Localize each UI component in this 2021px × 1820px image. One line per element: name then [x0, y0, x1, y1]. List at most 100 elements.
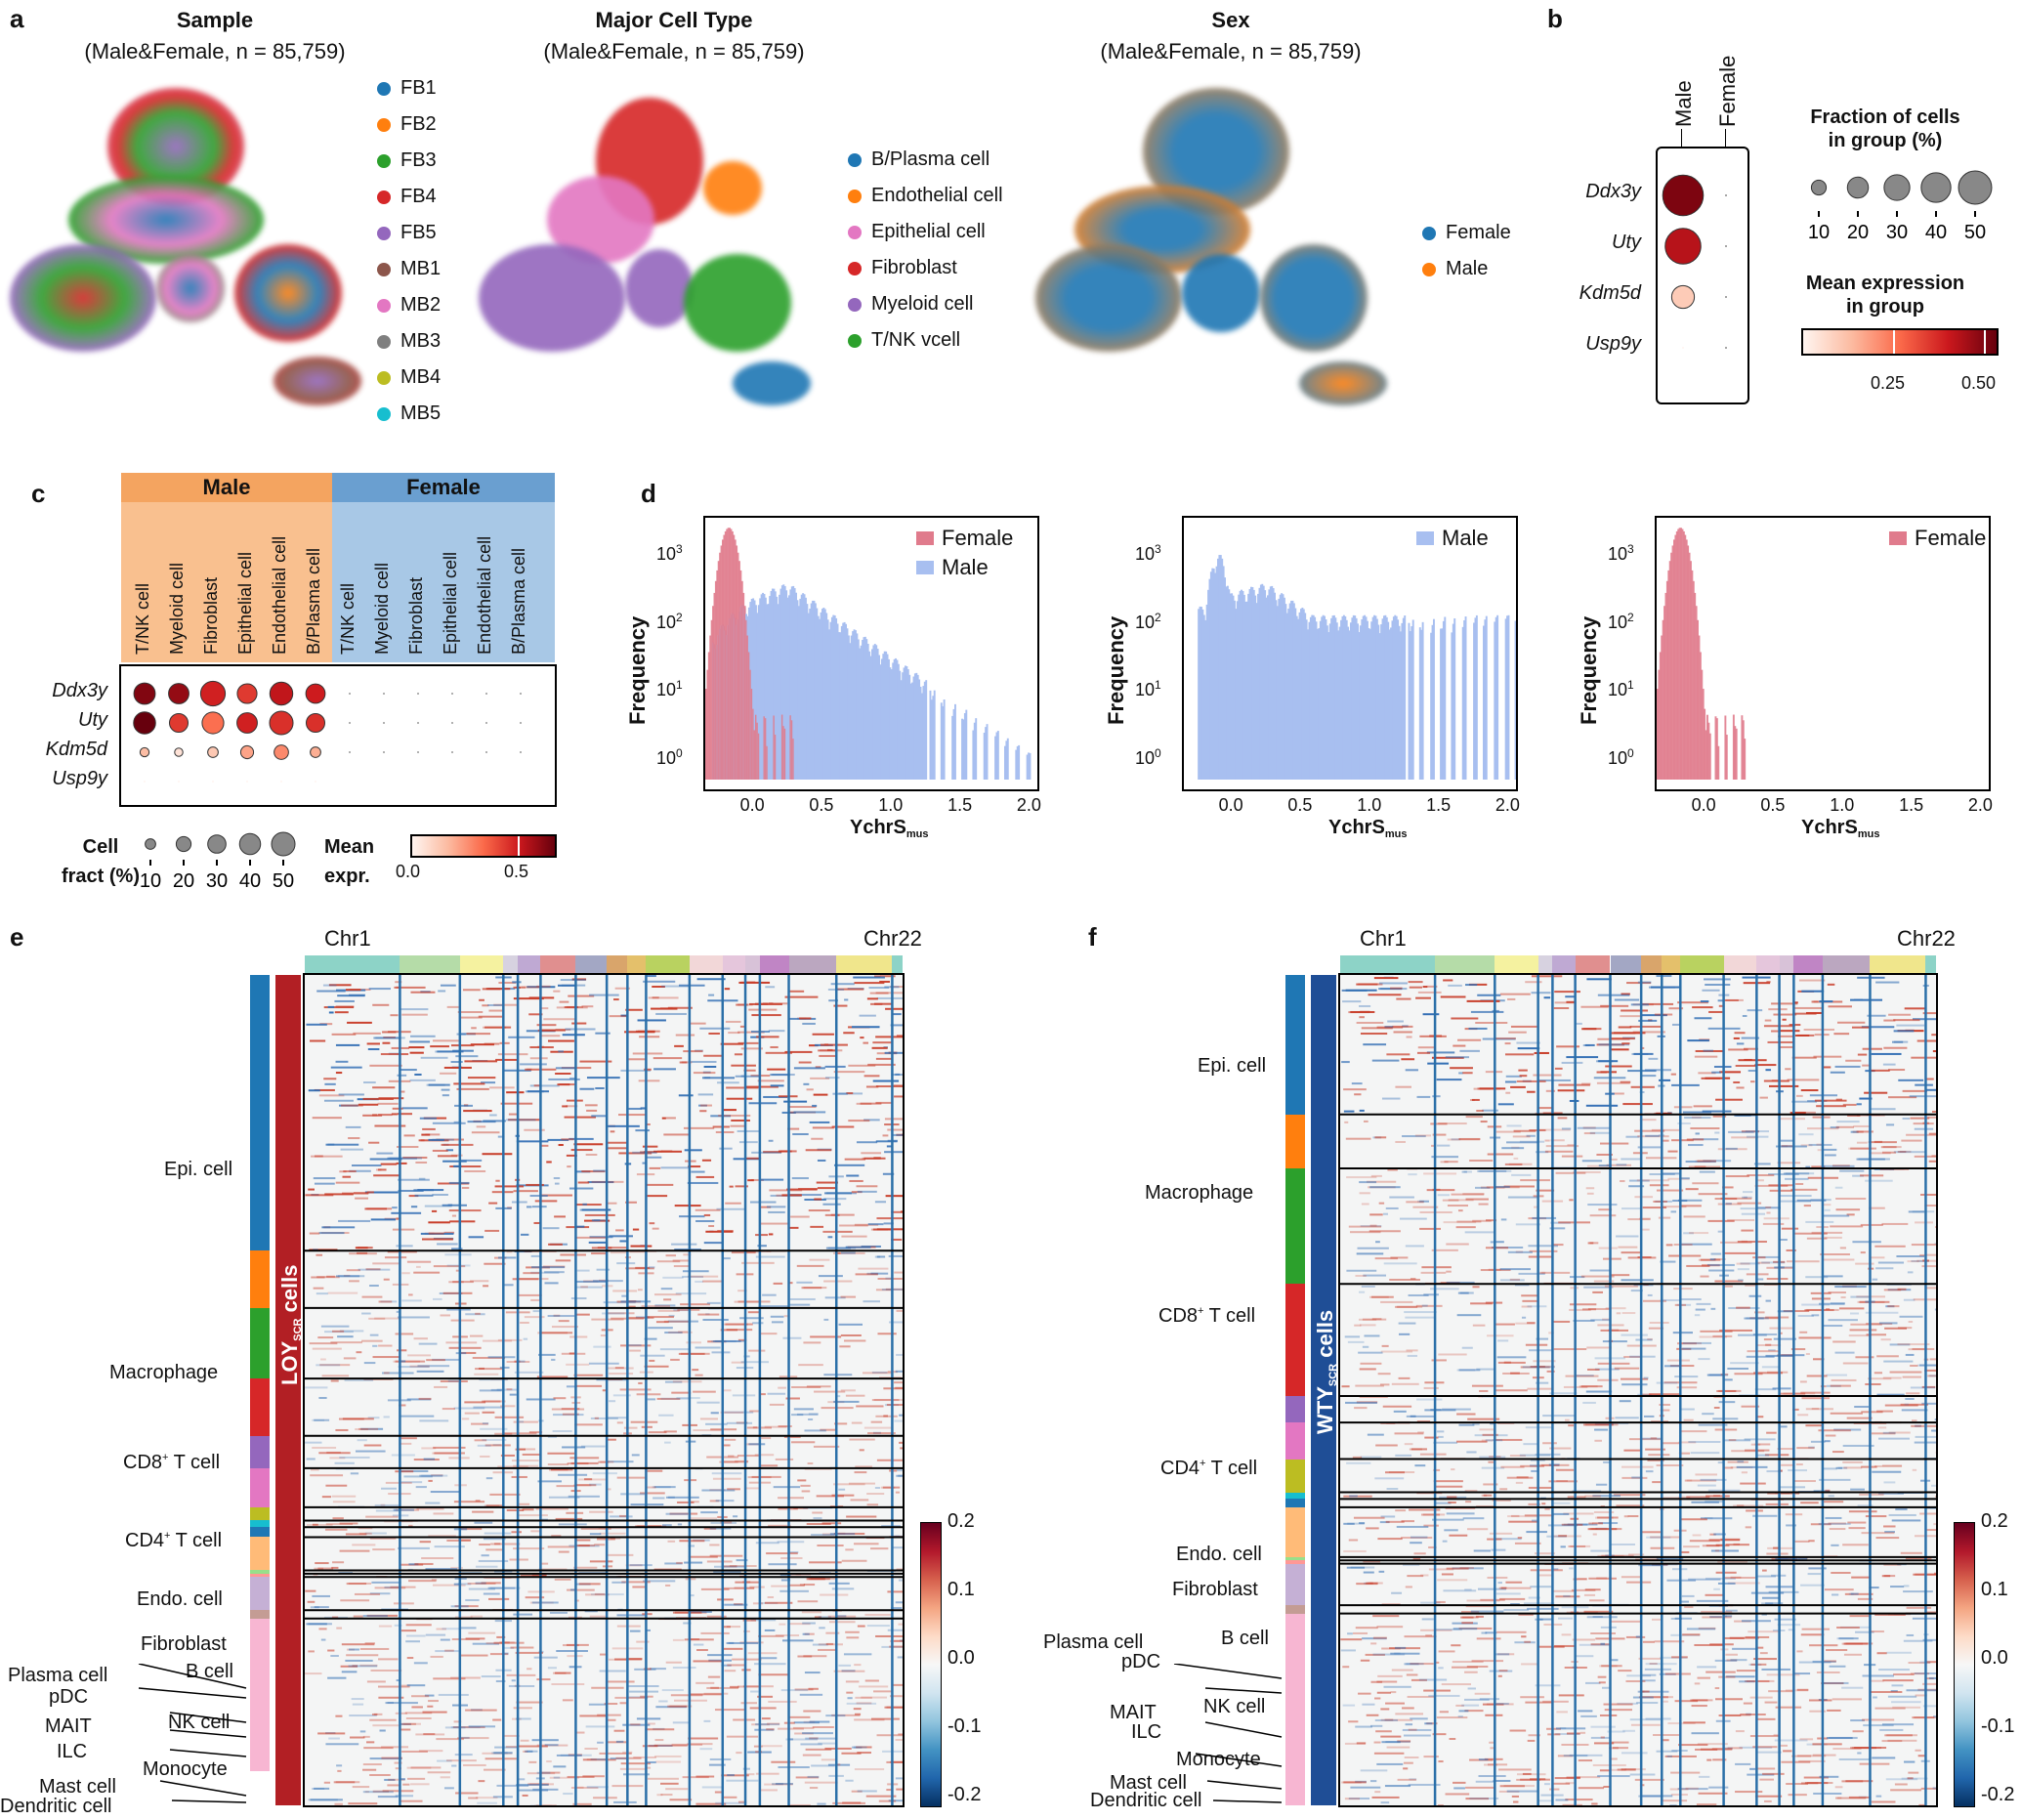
- heatmap-streak: [1603, 1258, 1621, 1260]
- heatmap-streak: [1432, 1095, 1440, 1097]
- heatmap-streak: [632, 1586, 645, 1587]
- heatmap-streak: [358, 1439, 367, 1441]
- heatmap-streak: [1667, 1360, 1690, 1362]
- heatmap-streak: [1711, 1253, 1722, 1255]
- c-col-label: Epithelial cell: [441, 552, 461, 655]
- heatmap-streak: [1437, 1145, 1450, 1147]
- celltype-label-text: Dendritic cell: [0, 1796, 111, 1817]
- heatmap-streak: [1349, 1539, 1358, 1541]
- heatmap-streak: [1651, 987, 1680, 989]
- heatmap-streak: [650, 1222, 655, 1224]
- heatmap-streak: [1419, 1678, 1447, 1680]
- legend-item: T/NK vcell: [848, 322, 1003, 359]
- legend-item: MB5: [377, 396, 441, 432]
- heatmap-streak: [1427, 1063, 1449, 1065]
- heatmap-streak: [1379, 1203, 1384, 1205]
- c-dot-male: [237, 684, 257, 703]
- heatmap-streak: [1882, 1679, 1913, 1681]
- heatmap-streak: [1804, 1205, 1811, 1206]
- heatmap-streak: [370, 1334, 379, 1336]
- hist-ytick-base: 10: [1608, 680, 1627, 699]
- heatmap-streak: [1906, 1354, 1915, 1356]
- heatmap-streak: [1418, 1046, 1436, 1048]
- heatmap-streak: [448, 1281, 464, 1283]
- b-gene-label: Ddx3y: [1524, 181, 1641, 203]
- heatmap-streak: [1905, 1007, 1926, 1009]
- heatmap-streak: [819, 1275, 843, 1277]
- heatmap-streak: [637, 1717, 660, 1719]
- c-dot-male: [200, 681, 225, 705]
- heatmap-streak: [506, 1119, 535, 1121]
- heatmap-streak: [357, 1252, 367, 1254]
- heatmap-streak: [730, 1125, 744, 1127]
- heatmap-streak: [1568, 1496, 1586, 1498]
- heatmap-streak: [1410, 987, 1422, 989]
- heatmap-streak: [1498, 1768, 1532, 1770]
- heatmap-streak: [1791, 1101, 1817, 1103]
- heatmap-streak: [1346, 1138, 1371, 1140]
- b-dot-male: [1671, 285, 1694, 308]
- heatmap-streak: [1699, 1776, 1709, 1778]
- heatmap-streak: [716, 1131, 735, 1133]
- heatmap-streak: [1736, 1065, 1756, 1067]
- heatmap-streak: [567, 1644, 589, 1646]
- heatmap-streak: [1704, 978, 1731, 980]
- heatmap-streak: [1697, 1160, 1716, 1162]
- heatmap-streak: [1451, 1017, 1478, 1019]
- heatmap-streak: [488, 1010, 503, 1012]
- heatmap-streak: [594, 1544, 605, 1545]
- heatmap-streak: [697, 1314, 719, 1316]
- heatmap-streak: [761, 1223, 789, 1225]
- heatmap-streak: [828, 1236, 833, 1238]
- heatmap-streak: [698, 1093, 713, 1095]
- heatmap-streak: [1831, 1545, 1838, 1546]
- heatmap-streak: [1382, 1345, 1389, 1347]
- heatmap-streak: [1446, 1271, 1452, 1273]
- heatmap-streak: [1874, 1708, 1905, 1710]
- heatmap-streak: [1785, 1068, 1790, 1070]
- heatmap-streak: [1822, 1501, 1843, 1503]
- heatmap-streak: [1799, 1662, 1832, 1664]
- heatmap-streak: [1693, 1534, 1702, 1536]
- heatmap-streak: [453, 1082, 484, 1084]
- heatmap-streak: [1843, 1466, 1862, 1468]
- heatmap-streak: [1599, 1248, 1618, 1249]
- heatmap-streak: [448, 1380, 458, 1382]
- heatmap-streak: [1802, 1397, 1831, 1399]
- heatmap-streak: [1881, 1338, 1891, 1340]
- heatmap-streak: [1881, 1146, 1897, 1148]
- heatmap-streak: [1767, 1372, 1788, 1374]
- heatmap-streak: [695, 1346, 721, 1348]
- heatmap-streak: [691, 1171, 704, 1173]
- panel-label-e: e: [10, 922, 23, 952]
- heatmap-streak: [1417, 1096, 1431, 1098]
- b-dot-male: [1682, 347, 1684, 349]
- heatmap-streak: [812, 1511, 822, 1513]
- heatmap-streak: [1765, 1206, 1771, 1208]
- hist-bar-male: [965, 710, 967, 780]
- heatmap-streak: [471, 1616, 483, 1618]
- heatmap-streak: [1556, 1711, 1568, 1713]
- c-dot-male: [246, 781, 248, 783]
- heatmap-streak: [772, 1321, 783, 1323]
- celltype-label: Epi. cell: [164, 1159, 232, 1181]
- heatmap-streak: [796, 1282, 812, 1284]
- heatmap-streak: [305, 1442, 321, 1444]
- heatmap-streak: [1882, 1465, 1902, 1467]
- heatmap-streak: [1403, 1767, 1408, 1769]
- heatmap-streak: [545, 1282, 559, 1284]
- heatmap-streak: [723, 1109, 737, 1111]
- heatmap-streak: [1606, 1307, 1626, 1309]
- heatmap-streak: [489, 1086, 515, 1088]
- heatmap-streak: [1354, 1093, 1361, 1095]
- heatmap-streak: [332, 1331, 344, 1333]
- heatmap-streak: [325, 1743, 358, 1745]
- heatmap-streak: [1786, 1783, 1808, 1785]
- heatmap-streak: [1860, 1174, 1883, 1176]
- heatmap-streak: [1860, 1763, 1890, 1765]
- hist-bar-male: [1030, 753, 1032, 780]
- heatmap-streak: [653, 1497, 664, 1499]
- heatmap-streak: [421, 1057, 448, 1059]
- heatmap-streak: [369, 988, 391, 990]
